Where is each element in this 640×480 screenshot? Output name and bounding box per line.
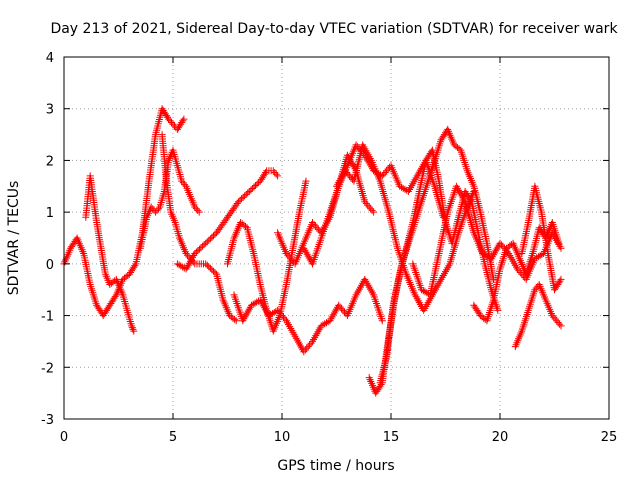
marker-trace xyxy=(136,146,203,252)
y-tick-label: 4 xyxy=(46,51,54,66)
x-tick-label: 20 xyxy=(492,430,509,445)
grid xyxy=(64,57,609,419)
x-tick-label: 5 xyxy=(169,430,177,445)
marker-trace xyxy=(511,281,565,351)
x-tick-label: 25 xyxy=(601,430,618,445)
series-track-14 xyxy=(470,219,563,325)
marker-trace xyxy=(158,131,240,325)
series-track-16 xyxy=(518,182,565,294)
series-track-10 xyxy=(333,141,478,314)
x-tick-label: 15 xyxy=(383,430,400,445)
marker-trace xyxy=(333,141,478,314)
y-tick-label: -3 xyxy=(41,413,54,428)
marker-trace xyxy=(230,275,386,356)
series-track-12 xyxy=(376,146,502,387)
series-track-2 xyxy=(82,172,138,335)
y-tick-label: 3 xyxy=(46,103,54,118)
axis-ticks: 0 5 10 15 20 25 -3 -2 -1 0 1 2 3 4 xyxy=(41,51,617,445)
y-axis-label: SDTVAR / TECUs xyxy=(6,181,22,296)
marker-trace xyxy=(518,182,565,294)
x-axis-label: GPS time / hours xyxy=(277,458,394,474)
series-track-5 xyxy=(173,167,282,273)
data-points xyxy=(60,105,565,397)
series-track-15 xyxy=(511,281,565,351)
marker-trace xyxy=(365,125,497,397)
series-track-4 xyxy=(158,131,240,325)
series-track-11 xyxy=(365,125,497,397)
plot-frame xyxy=(63,56,610,420)
marker-trace xyxy=(470,219,563,325)
series-track-7 xyxy=(230,275,386,356)
x-tick-label: 10 xyxy=(274,430,291,445)
y-tick-label: 0 xyxy=(46,258,54,273)
marker-trace xyxy=(376,146,502,387)
series-track-3 xyxy=(136,146,203,252)
x-tick-label: 0 xyxy=(60,430,68,445)
series-track-13 xyxy=(409,182,565,299)
chart-title: Day 213 of 2021, Sidereal Day-to-day VTE… xyxy=(50,21,618,37)
marker-trace xyxy=(82,172,138,335)
y-tick-label: -2 xyxy=(41,361,54,376)
marker-trace xyxy=(409,182,565,299)
marker-trace xyxy=(173,167,282,273)
y-tick-label: -1 xyxy=(41,310,54,325)
y-tick-label: 2 xyxy=(46,154,54,169)
y-tick-label: 1 xyxy=(46,206,54,221)
